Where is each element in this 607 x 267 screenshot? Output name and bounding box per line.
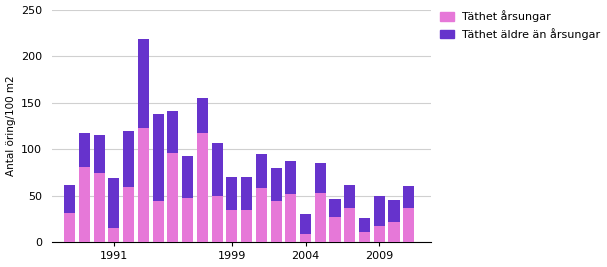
Bar bbox=[403, 186, 414, 208]
Y-axis label: Antal öring/100 m2: Antal öring/100 m2 bbox=[5, 76, 16, 176]
Bar bbox=[123, 187, 134, 242]
Legend: Täthet årsungar, Täthet äldre än årsungar: Täthet årsungar, Täthet äldre än årsunga… bbox=[440, 10, 600, 40]
Bar bbox=[108, 229, 120, 242]
Bar bbox=[285, 194, 296, 242]
Bar bbox=[79, 132, 90, 167]
Bar bbox=[359, 218, 370, 232]
Bar bbox=[271, 201, 282, 242]
Bar bbox=[241, 177, 252, 210]
Bar bbox=[93, 135, 104, 172]
Bar bbox=[388, 199, 399, 222]
Bar bbox=[344, 208, 355, 242]
Bar bbox=[344, 185, 355, 208]
Bar bbox=[182, 198, 193, 242]
Bar bbox=[241, 210, 252, 242]
Bar bbox=[212, 143, 223, 196]
Bar bbox=[300, 214, 311, 234]
Bar bbox=[152, 114, 164, 201]
Bar bbox=[226, 210, 237, 242]
Bar bbox=[182, 156, 193, 198]
Bar bbox=[256, 189, 267, 242]
Bar bbox=[330, 199, 341, 217]
Bar bbox=[256, 154, 267, 189]
Bar bbox=[388, 222, 399, 242]
Bar bbox=[226, 177, 237, 210]
Bar bbox=[93, 172, 104, 242]
Bar bbox=[271, 168, 282, 201]
Bar bbox=[123, 131, 134, 187]
Bar bbox=[138, 39, 149, 128]
Bar bbox=[197, 134, 208, 242]
Bar bbox=[152, 201, 164, 242]
Bar bbox=[108, 178, 120, 229]
Bar bbox=[359, 232, 370, 242]
Bar bbox=[403, 208, 414, 242]
Bar bbox=[285, 161, 296, 194]
Bar bbox=[374, 226, 385, 242]
Bar bbox=[315, 193, 326, 242]
Bar bbox=[168, 111, 178, 153]
Bar bbox=[197, 98, 208, 134]
Bar bbox=[212, 196, 223, 242]
Bar bbox=[64, 185, 75, 213]
Bar bbox=[64, 213, 75, 242]
Bar bbox=[168, 153, 178, 242]
Bar bbox=[330, 217, 341, 242]
Bar bbox=[300, 234, 311, 242]
Bar bbox=[315, 163, 326, 193]
Bar bbox=[374, 196, 385, 226]
Bar bbox=[138, 128, 149, 242]
Bar bbox=[79, 167, 90, 242]
